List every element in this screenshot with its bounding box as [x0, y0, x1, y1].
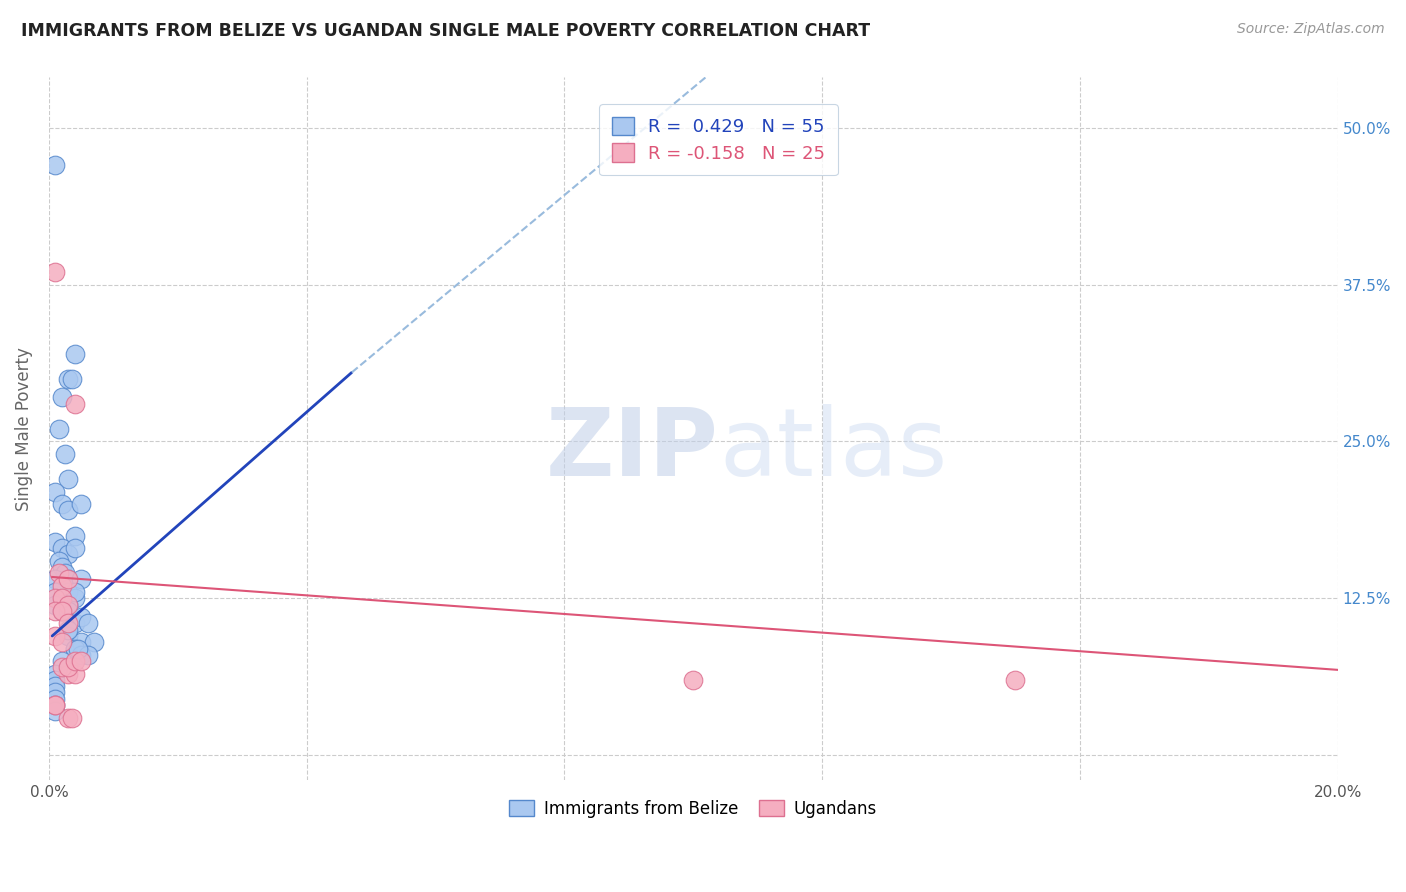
Point	[63, 397, 86, 411]
Point	[70, 497, 93, 511]
Point	[44, 666, 66, 681]
Point	[44, 158, 66, 172]
Point	[63, 346, 86, 360]
Point	[58, 604, 80, 618]
Point	[51, 579, 73, 593]
Point	[44, 698, 66, 712]
Point	[58, 585, 80, 599]
Point	[1004, 673, 1026, 687]
Point	[70, 635, 93, 649]
Point	[60, 710, 83, 724]
Point	[70, 648, 93, 662]
Point	[58, 503, 80, 517]
Point	[70, 654, 93, 668]
Point	[51, 635, 73, 649]
Point	[58, 372, 80, 386]
Point	[58, 598, 80, 612]
Point	[66, 641, 89, 656]
Point	[63, 585, 86, 599]
Point	[51, 591, 73, 606]
Point	[51, 604, 73, 618]
Point	[44, 629, 66, 643]
Point	[70, 610, 93, 624]
Point	[44, 679, 66, 693]
Point	[44, 265, 66, 279]
Point	[58, 710, 80, 724]
Point	[58, 548, 80, 562]
Point	[70, 573, 93, 587]
Text: IMMIGRANTS FROM BELIZE VS UGANDAN SINGLE MALE POVERTY CORRELATION CHART: IMMIGRANTS FROM BELIZE VS UGANDAN SINGLE…	[21, 22, 870, 40]
Point	[44, 698, 66, 712]
Point	[51, 654, 73, 668]
Point	[44, 604, 66, 618]
Point	[58, 660, 80, 674]
Point	[44, 585, 66, 599]
Point	[51, 541, 73, 555]
Point	[53, 566, 76, 581]
Point	[63, 616, 86, 631]
Point	[51, 391, 73, 405]
Point	[63, 654, 86, 668]
Point	[83, 635, 105, 649]
Point	[58, 616, 80, 631]
Point	[51, 660, 73, 674]
Point	[76, 616, 98, 631]
Point	[58, 472, 80, 486]
Point	[44, 673, 66, 687]
Point	[44, 534, 66, 549]
Point	[44, 691, 66, 706]
Point	[48, 566, 70, 581]
Point	[58, 623, 80, 637]
Text: Source: ZipAtlas.com: Source: ZipAtlas.com	[1237, 22, 1385, 37]
Point	[58, 598, 80, 612]
Point	[44, 598, 66, 612]
Point	[63, 641, 86, 656]
Point	[63, 541, 86, 555]
Text: atlas: atlas	[718, 404, 948, 496]
Point	[48, 422, 70, 436]
Point	[76, 648, 98, 662]
Point	[58, 629, 80, 643]
Point	[44, 484, 66, 499]
Point	[44, 685, 66, 699]
Point	[44, 704, 66, 718]
Point	[63, 666, 86, 681]
Point	[63, 641, 86, 656]
Point	[53, 447, 76, 461]
Legend: Immigrants from Belize, Ugandans: Immigrants from Belize, Ugandans	[503, 793, 884, 825]
Point	[51, 604, 73, 618]
Point	[63, 528, 86, 542]
Y-axis label: Single Male Poverty: Single Male Poverty	[15, 347, 32, 511]
Point	[63, 591, 86, 606]
Point	[58, 573, 80, 587]
Text: ZIP: ZIP	[546, 404, 718, 496]
Point	[51, 497, 73, 511]
Point	[58, 604, 80, 618]
Point	[44, 591, 66, 606]
Point	[60, 372, 83, 386]
Point	[51, 560, 73, 574]
Point	[58, 666, 80, 681]
Point	[51, 604, 73, 618]
Point	[51, 579, 73, 593]
Point	[682, 673, 704, 687]
Point	[48, 554, 70, 568]
Point	[44, 698, 66, 712]
Point	[51, 591, 73, 606]
Point	[44, 573, 66, 587]
Point	[58, 573, 80, 587]
